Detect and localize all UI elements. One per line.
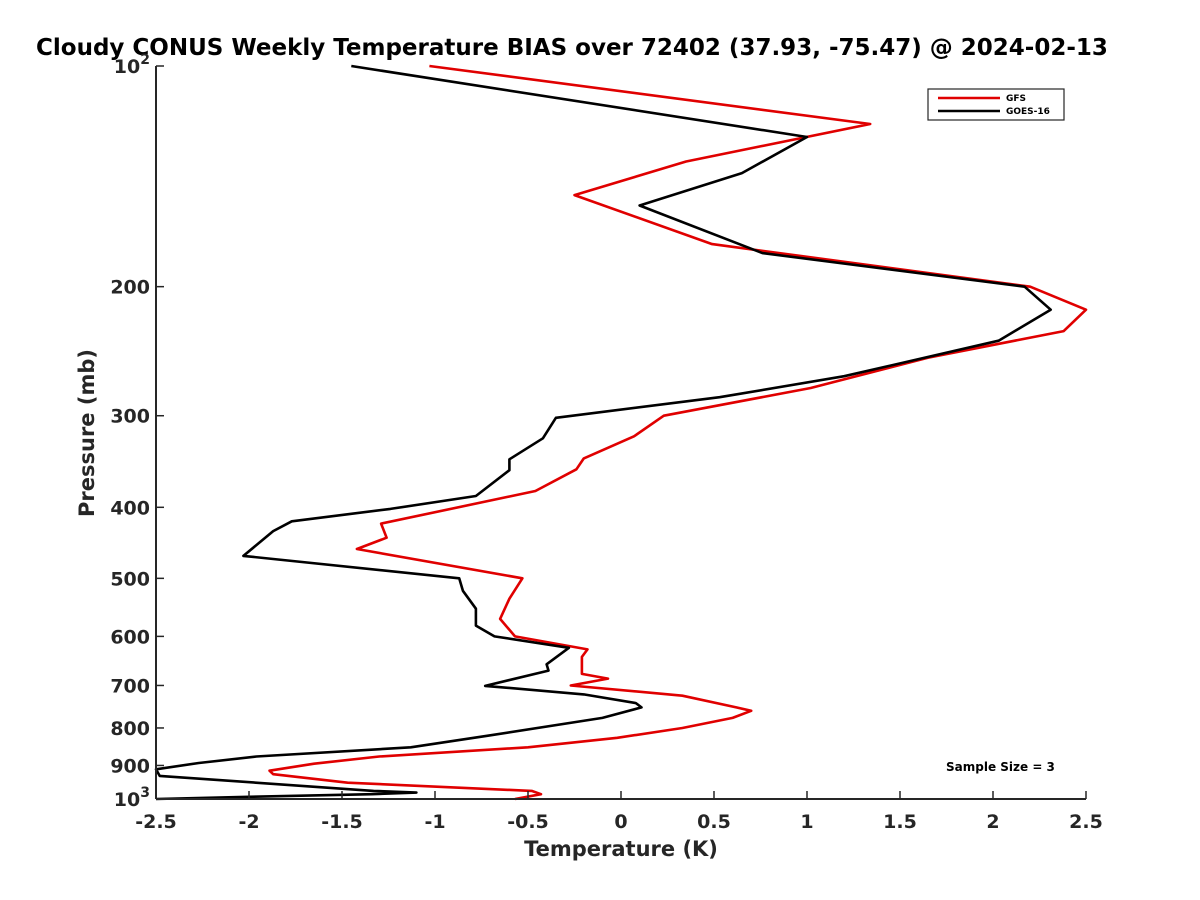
series-line-goes16 bbox=[154, 64, 1052, 801]
y-tick-label: 700 bbox=[110, 675, 150, 697]
legend-label-goes16: GOES-16 bbox=[1006, 107, 1050, 117]
x-tick-label: 1.5 bbox=[883, 811, 917, 833]
x-axis-label: Temperature (K) bbox=[524, 837, 718, 861]
y-tick-label: 800 bbox=[110, 718, 150, 740]
y-tick-label: 500 bbox=[110, 568, 150, 590]
sample-size-annotation: Sample Size = 3 bbox=[946, 760, 1055, 774]
y-tick-label: 400 bbox=[110, 497, 150, 519]
y-tick-label: 300 bbox=[110, 406, 150, 428]
plot-lines bbox=[154, 64, 1088, 801]
y-axis-label: Pressure (mb) bbox=[75, 349, 99, 517]
x-tick-label: 0 bbox=[614, 811, 627, 833]
y-tick-label: 600 bbox=[110, 626, 150, 648]
legend-label-gfs: GFS bbox=[1006, 94, 1026, 104]
x-tick-label: 1 bbox=[800, 811, 813, 833]
legend-box bbox=[927, 88, 1065, 121]
x-tick-label: -2 bbox=[238, 811, 259, 833]
x-tick-label: -1.5 bbox=[321, 811, 363, 833]
y-tick-label: 103 bbox=[114, 785, 150, 811]
x-tick-label: -1 bbox=[424, 811, 445, 833]
y-tick-label: 200 bbox=[110, 277, 150, 299]
x-tick-label: 0.5 bbox=[697, 811, 731, 833]
x-tick-label: 2 bbox=[986, 811, 999, 833]
chart-title: Cloudy CONUS Weekly Temperature BIAS ove… bbox=[36, 35, 1108, 61]
y-ticks: 102 200 300 400 500 600 700 800 900 103 bbox=[110, 52, 164, 811]
y-tick-label: 900 bbox=[110, 755, 150, 777]
series-line-gfs bbox=[268, 64, 1088, 801]
x-tick-label: -0.5 bbox=[507, 811, 549, 833]
y-tick-label: 102 bbox=[114, 52, 150, 78]
x-tick-label: 2.5 bbox=[1069, 811, 1103, 833]
x-ticks: -2.5 -2 -1.5 -1 -0.5 0 0.5 1 1.5 2 2.5 bbox=[135, 791, 1103, 833]
legend: GFS GOES-16 bbox=[927, 88, 1065, 121]
x-tick-label: -2.5 bbox=[135, 811, 177, 833]
